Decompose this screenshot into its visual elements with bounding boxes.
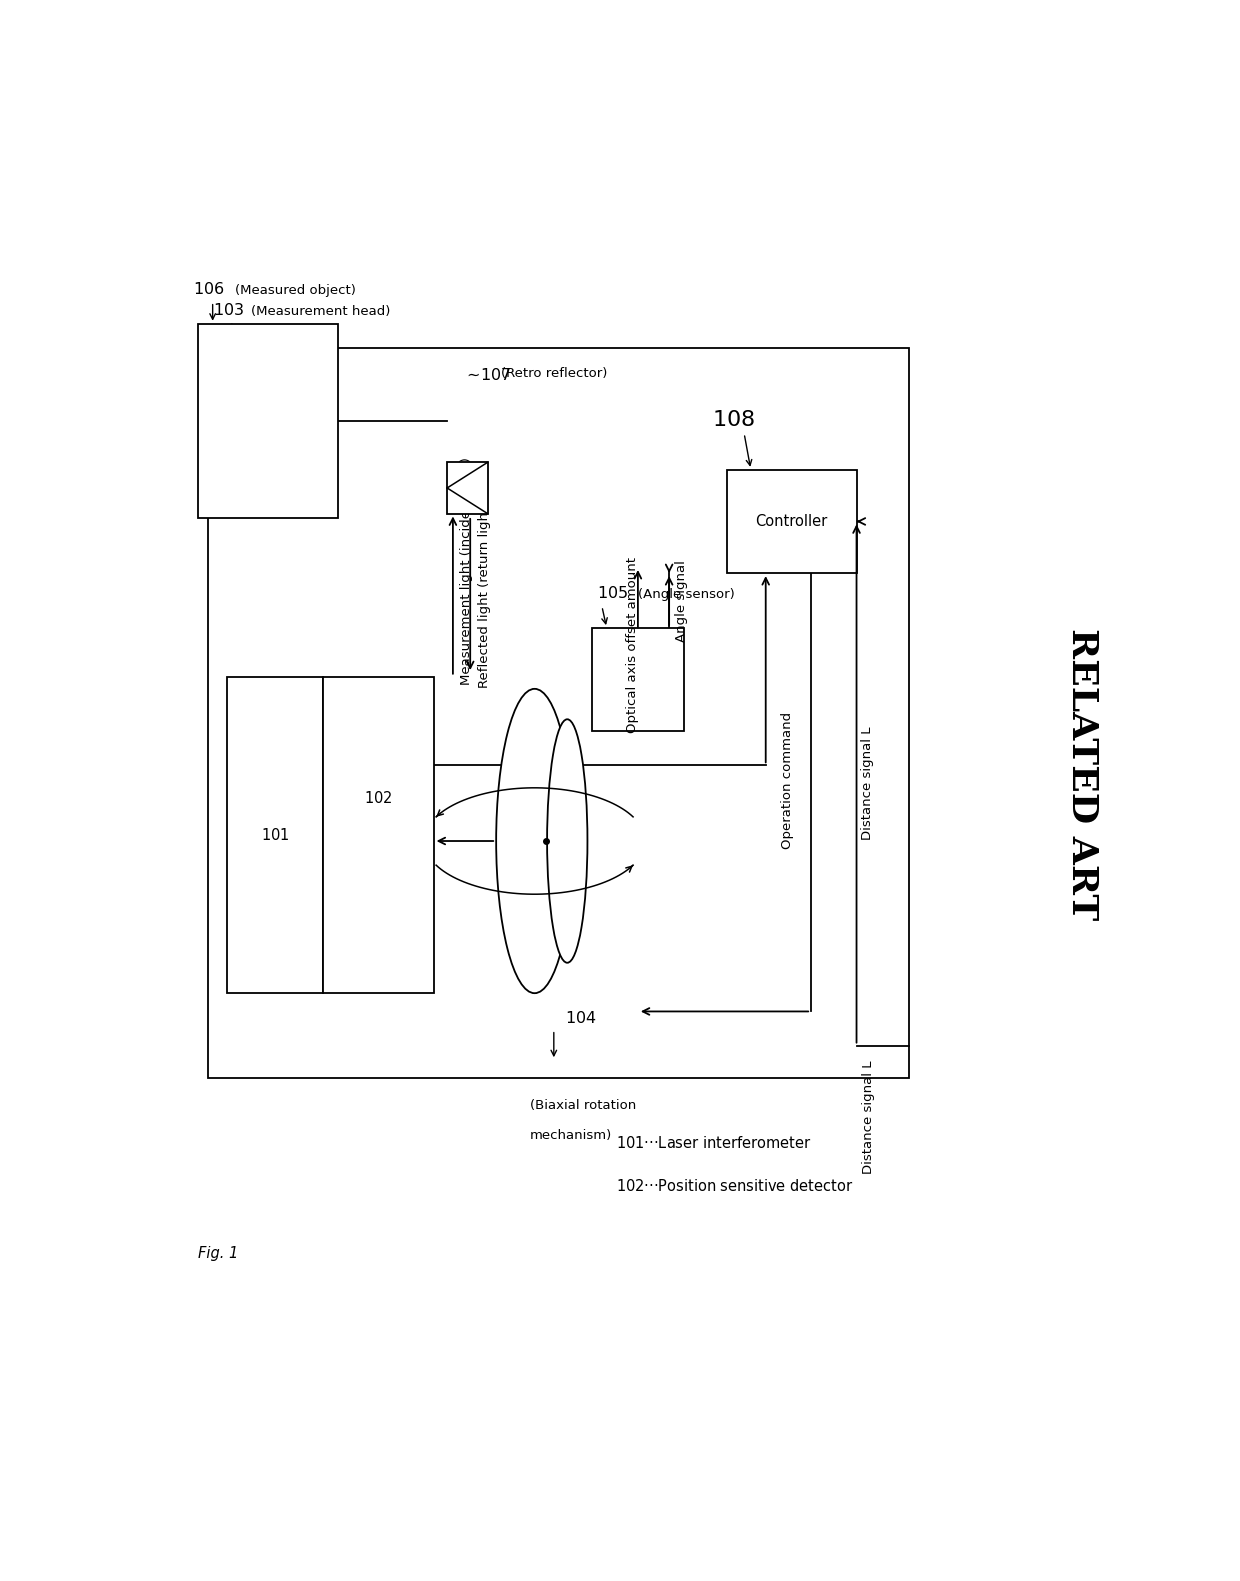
Bar	[324, 677, 434, 993]
Text: $\mathit{102}$···Position sensitive detector: $\mathit{102}$···Position sensitive dete…	[616, 1178, 854, 1194]
Bar	[208, 348, 909, 1078]
Text: $\mathit{102}$: $\mathit{102}$	[365, 790, 393, 806]
Text: $\sim\!\mathit{107}$: $\sim\!\mathit{107}$	[463, 367, 511, 383]
Bar	[727, 470, 857, 574]
Text: Fig. 1: Fig. 1	[198, 1246, 238, 1262]
Text: (Measured object): (Measured object)	[234, 285, 356, 297]
Text: Optical axis offset amount: Optical axis offset amount	[626, 557, 639, 734]
Ellipse shape	[496, 689, 573, 993]
Text: (Biaxial rotation: (Biaxial rotation	[529, 1099, 636, 1113]
Bar	[227, 677, 324, 993]
Text: Distance signal L: Distance signal L	[862, 727, 874, 840]
Bar	[198, 324, 337, 519]
Text: $\mathit{104}$: $\mathit{104}$	[565, 1010, 596, 1026]
Bar	[593, 628, 683, 732]
Text: Reflected light (return light): Reflected light (return light)	[477, 501, 491, 688]
Text: $\mathit{108}$: $\mathit{108}$	[712, 409, 755, 430]
Bar	[448, 462, 487, 514]
Text: (Measurement head): (Measurement head)	[250, 305, 391, 318]
Text: RELATED ART: RELATED ART	[1065, 628, 1100, 920]
Text: $\mathit{103}$: $\mathit{103}$	[213, 302, 244, 318]
Text: mechanism): mechanism)	[529, 1129, 613, 1141]
Text: Measurement light (incident light): Measurement light (incident light)	[460, 457, 472, 685]
Text: (Retro reflector): (Retro reflector)	[501, 367, 608, 379]
Text: $\mathit{101}$···Laser interferometer: $\mathit{101}$···Laser interferometer	[616, 1135, 812, 1151]
Text: Angle signal: Angle signal	[675, 560, 688, 642]
Text: $\mathit{106}$: $\mathit{106}$	[193, 281, 224, 297]
Text: $\mathit{101}$: $\mathit{101}$	[260, 827, 289, 843]
Text: (Angle sensor): (Angle sensor)	[639, 588, 735, 601]
Text: Operation command: Operation command	[781, 711, 794, 849]
Ellipse shape	[547, 719, 588, 963]
Text: Distance signal L: Distance signal L	[862, 1061, 875, 1173]
Text: Controller: Controller	[755, 514, 828, 530]
Text: $\mathit{105}$: $\mathit{105}$	[596, 585, 629, 601]
